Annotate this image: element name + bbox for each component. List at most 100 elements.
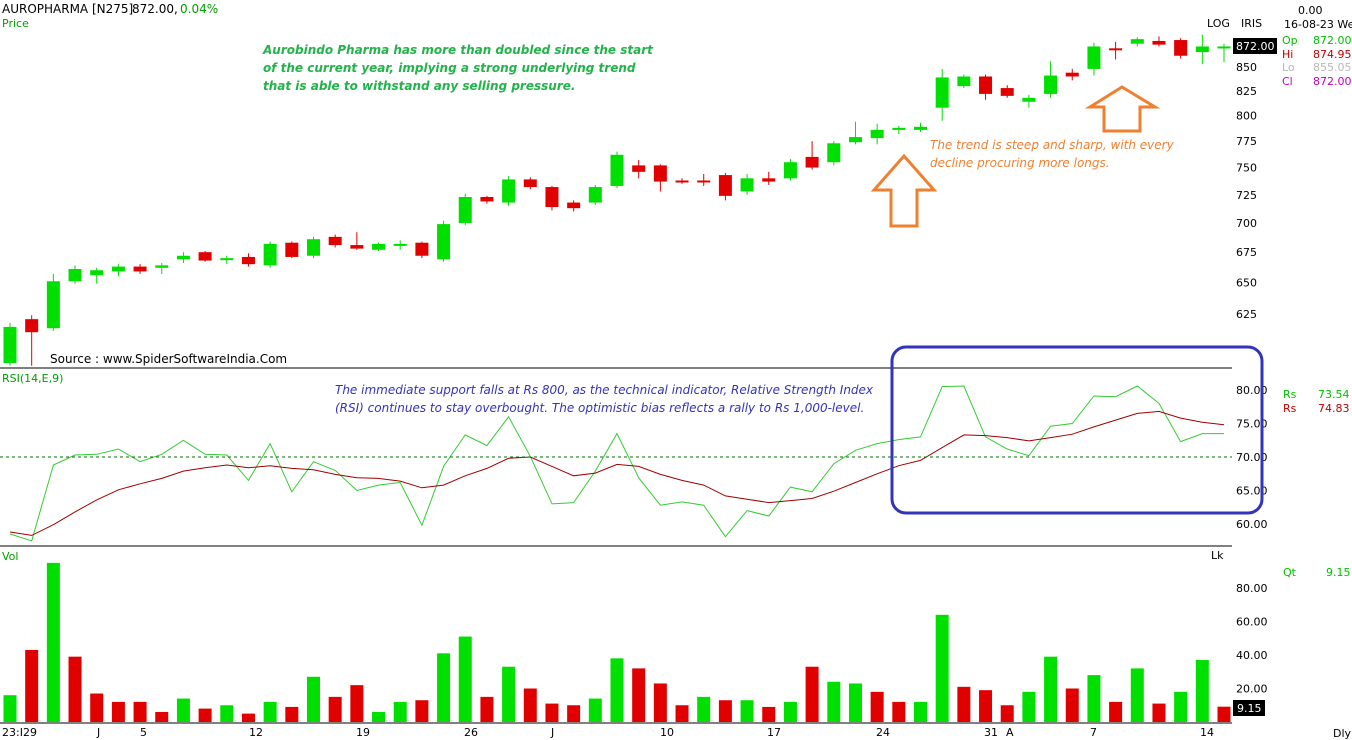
volume-bar: [892, 701, 906, 722]
candle-body: [307, 239, 320, 256]
volume-bar: [415, 700, 429, 722]
blue-annotation-line-2: (RSI) continues to stay overbought. The …: [335, 401, 864, 415]
volume-bar: [1000, 705, 1014, 722]
candle-body: [610, 154, 624, 186]
bar-date: 16-08-23 We: [1284, 18, 1352, 31]
volume-bar: [176, 698, 190, 722]
rsi-signal-legend-value: 74.83: [1318, 402, 1350, 415]
volume-tick-label: 20.00: [1236, 683, 1268, 696]
iris-label: IRIS: [1241, 17, 1262, 30]
volume-tag: [1233, 700, 1265, 716]
volume-bar: [502, 666, 516, 722]
x-tick-label: 26: [464, 726, 478, 739]
volume-bar: [675, 705, 689, 722]
candle-body: [502, 179, 516, 203]
candle-body: [740, 178, 754, 192]
x-tick-label: 12: [249, 726, 263, 739]
price-tick-label: 775: [1236, 135, 1257, 148]
rsi-tick-label: 80.00: [1236, 384, 1268, 397]
volume-bar: [263, 701, 277, 722]
candle-body: [198, 252, 212, 261]
volume-bar: [111, 701, 125, 722]
highlight-box: [890, 345, 1264, 515]
price-tick-label: 650: [1236, 276, 1257, 289]
candle-body: [1152, 40, 1166, 45]
candle-body: [762, 178, 776, 182]
close-value: 872.00: [1313, 75, 1352, 88]
candle-body: [892, 127, 906, 130]
candle-body: [805, 156, 819, 168]
candle-body: [415, 242, 429, 256]
rsi-tick-label: 65.00: [1236, 485, 1268, 498]
volume-tick-label: 60.00: [1236, 616, 1268, 629]
volume-bar: [90, 693, 104, 722]
volume-bar: [523, 688, 537, 722]
volume-bar: [827, 681, 841, 722]
candle-body: [1217, 46, 1231, 49]
volume-bar: [1087, 675, 1101, 722]
price-change: 0.04%: [180, 2, 218, 16]
rsi-tick-label: 60.00: [1236, 518, 1268, 531]
volume-bar: [155, 711, 169, 722]
x-tick-label: 31: [984, 726, 998, 739]
candle-body: [111, 266, 125, 272]
high-label: Hi: [1282, 48, 1293, 61]
last-price: 872.00,: [132, 2, 178, 16]
price-axis: 625 650 675 700 725 750 775 800 825 850: [1236, 61, 1257, 321]
volume-tick-label: 80.00: [1236, 582, 1268, 595]
price-tick-label: 800: [1236, 110, 1257, 123]
log-scale-label[interactable]: LOG: [1207, 17, 1230, 30]
volume-tick-label: 40.00: [1236, 649, 1268, 662]
volume-bar: [1044, 656, 1058, 722]
rsi-legend-value: 73.54: [1318, 388, 1350, 401]
volume-bar: [328, 696, 342, 722]
volume-bar: [480, 696, 494, 722]
interval-label[interactable]: Dly: [1333, 727, 1352, 740]
volume-bar: [437, 653, 451, 722]
candle-body: [1044, 75, 1058, 94]
volume-bar: [3, 695, 17, 722]
x-tick-label: 23:I29: [2, 726, 37, 739]
rsi-signal-legend-label: Rs: [1283, 402, 1297, 415]
volume-bar: [1130, 668, 1144, 722]
current-price-tag: [1233, 38, 1277, 54]
volume-bar: [632, 668, 646, 722]
volume-bar: [588, 698, 602, 722]
rsi-tick-label: 70.00: [1236, 451, 1268, 464]
candle-body: [718, 175, 732, 196]
volume-bar: [979, 690, 993, 722]
volume-bar: [848, 683, 862, 722]
x-tick-label: 14: [1200, 726, 1214, 739]
candle-body: [25, 319, 39, 333]
rsi-lines: [9, 385, 1225, 542]
rsi-tick-label: 75.00: [1236, 418, 1268, 431]
candle-body: [1022, 97, 1036, 102]
price-tick-label: 625: [1236, 308, 1257, 321]
top-value: 0.00: [1298, 4, 1323, 17]
volume-bar: [46, 562, 60, 722]
candle-body: [588, 187, 602, 203]
price-tick-label: 750: [1236, 162, 1257, 175]
volume-bar: [1152, 703, 1166, 722]
volume-bar: [372, 711, 386, 722]
close-label: Cl: [1282, 75, 1293, 88]
x-tick-label: 10: [660, 726, 674, 739]
candle-body: [567, 202, 581, 209]
volume-bar: [68, 656, 82, 722]
candle-body: [870, 129, 884, 139]
candle-body: [957, 76, 971, 87]
volume-bar: [1174, 691, 1188, 722]
price-tick-label: 675: [1236, 246, 1257, 259]
volume-bar: [783, 701, 797, 722]
x-tick-label: A: [1006, 726, 1014, 739]
volume-bar: [610, 658, 624, 722]
candle-body: [46, 281, 60, 329]
x-tick-label: 24: [876, 726, 890, 739]
low-value: 855.05: [1313, 61, 1352, 74]
candle-body: [697, 180, 711, 183]
candle-body: [979, 76, 993, 94]
x-tick-label: 19: [356, 726, 370, 739]
candle-body: [675, 180, 689, 183]
candle-body: [1195, 46, 1209, 53]
